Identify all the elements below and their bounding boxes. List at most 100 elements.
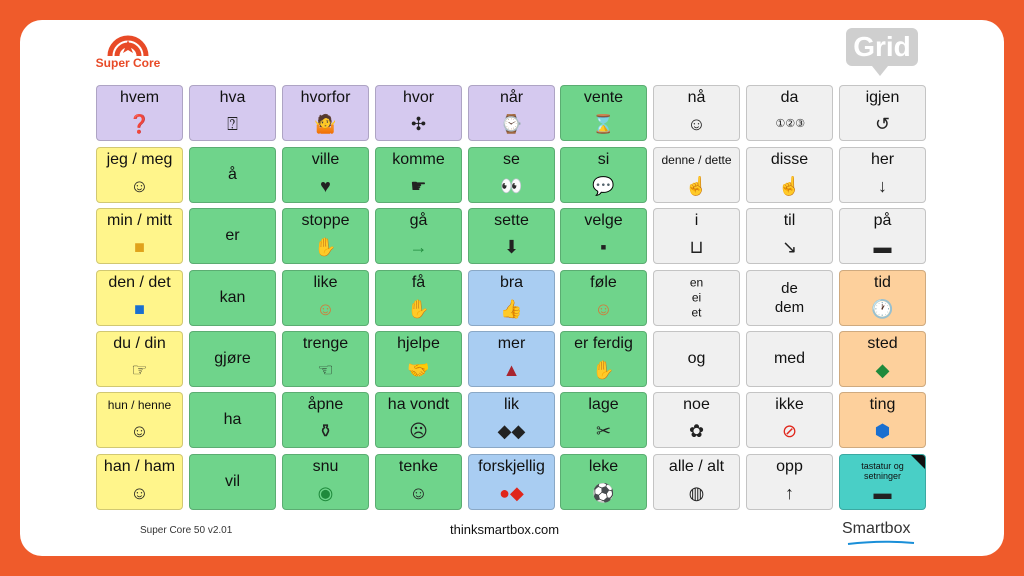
symbol-cell[interactable]: ville ♥: [282, 147, 369, 203]
symbol-cell[interactable]: er ferdig ✋: [560, 331, 647, 387]
symbol-cell[interactable]: hvorfor 🤷: [282, 85, 369, 141]
symbol-cell[interactable]: opp ↑: [746, 454, 833, 510]
cell-label: og: [687, 350, 706, 367]
symbol-cell[interactable]: like ☺: [282, 270, 369, 326]
symbol-cell[interactable]: å: [189, 147, 276, 203]
symbol-cell[interactable]: du / din ☞: [96, 331, 183, 387]
different-shapes-icon: ●◆: [499, 483, 524, 503]
symbol-cell[interactable]: lik ◆◆: [468, 392, 555, 448]
cell-label: føle: [590, 274, 617, 291]
symbol-cell[interactable]: hvor ✣: [375, 85, 462, 141]
symbol-cell[interactable]: den / det ■: [96, 270, 183, 326]
thumbs-up-icon: 👍: [500, 299, 523, 319]
get-hands-icon: ✋: [407, 299, 430, 319]
cell-label: hva: [219, 89, 246, 106]
not-circle-icon: ⊘: [781, 421, 798, 441]
symbol-cell[interactable]: føle ☺: [560, 270, 647, 326]
cell-label: snu: [312, 458, 339, 475]
symbol-cell[interactable]: noe ✿: [653, 392, 740, 448]
symbol-cell[interactable]: sette ⬇: [468, 208, 555, 264]
symbol-cell[interactable]: trenge ☜: [282, 331, 369, 387]
symbol-cell[interactable]: hun / henne ☺: [96, 392, 183, 448]
cell-label: ville: [311, 151, 340, 168]
symbol-cell[interactable]: og: [653, 331, 740, 387]
symbol-cell[interactable]: ha vondt ☹: [375, 392, 462, 448]
symbol-cell[interactable]: vente ⌛: [560, 85, 647, 141]
symbol-cell[interactable]: min / mitt ■: [96, 208, 183, 264]
same-diamonds-icon: ◆◆: [497, 421, 526, 441]
symbol-cell[interactable]: vil: [189, 454, 276, 510]
symbol-cell[interactable]: ikke ⊘: [746, 392, 833, 448]
on-icon: ▬: [873, 237, 892, 257]
cell-label: velge: [584, 212, 623, 229]
turn-circle-icon: ◉: [317, 483, 334, 503]
symbol-cell[interactable]: jeg / meg ☺: [96, 147, 183, 203]
symbol-cell[interactable]: gjøre: [189, 331, 276, 387]
symbol-cell[interactable]: komme ☛: [375, 147, 462, 203]
cell-label: den / det: [108, 274, 171, 291]
symbol-cell[interactable]: de dem: [746, 270, 833, 326]
symbol-cell[interactable]: leke ⚽: [560, 454, 647, 510]
cell-label: min / mitt: [107, 212, 172, 229]
symbol-cell[interactable]: gå →: [375, 208, 462, 264]
symbol-cell[interactable]: denne / dette ☝: [653, 147, 740, 203]
symbol-cell[interactable]: ting ⬢: [839, 392, 926, 448]
grid-badge-tail: [872, 66, 888, 76]
symbol-cell[interactable]: forskjellig ●◆: [468, 454, 555, 510]
cell-label: vil: [224, 473, 241, 490]
symbol-cell[interactable]: en ei et: [653, 270, 740, 326]
cell-label: nå: [687, 89, 706, 106]
symbol-cell[interactable]: bra 👍: [468, 270, 555, 326]
symbol-cell[interactable]: igjen ↺: [839, 85, 926, 141]
cell-label: stoppe: [301, 212, 350, 229]
arrow-up-icon: ↑: [785, 483, 794, 503]
cell-label: trenge: [302, 335, 349, 352]
symbol-cell[interactable]: når ⌚: [468, 85, 555, 141]
symbol-cell[interactable]: sted ◆: [839, 331, 926, 387]
symbol-cell[interactable]: er: [189, 208, 276, 264]
symbol-cell[interactable]: få ✋: [375, 270, 462, 326]
symbol-cell[interactable]: åpne ⚱: [282, 392, 369, 448]
cell-label: hvor: [402, 89, 435, 106]
symbol-cell[interactable]: disse ☝: [746, 147, 833, 203]
cell-label: han / ham: [103, 458, 176, 475]
symbol-cell[interactable]: velge ▪: [560, 208, 647, 264]
symbol-cell[interactable]: da ①②③: [746, 85, 833, 141]
symbol-cell[interactable]: tastatur og setninger ▬: [839, 454, 926, 510]
cell-label: hvem: [119, 89, 160, 106]
waiting-person-icon: ⌛: [592, 114, 615, 134]
symbol-cell[interactable]: hva ⍰: [189, 85, 276, 141]
symbol-cell[interactable]: til ↘: [746, 208, 833, 264]
symbol-cell[interactable]: hjelpe 🤝: [375, 331, 462, 387]
make-icon: ✂: [595, 421, 612, 441]
symbol-cell[interactable]: på ▬: [839, 208, 926, 264]
cell-label: når: [499, 89, 524, 106]
symbol-cell[interactable]: hvem ❓: [96, 85, 183, 141]
symbol-cell[interactable]: mer ▲: [468, 331, 555, 387]
help-hands-icon: 🤝: [407, 360, 430, 380]
cell-label: med: [773, 350, 806, 367]
symbol-cell[interactable]: her ↓: [839, 147, 926, 203]
symbol-cell[interactable]: han / ham ☺: [96, 454, 183, 510]
super-core-logo: Super Core: [88, 22, 168, 80]
cell-label: i: [694, 212, 699, 229]
symbol-cell[interactable]: i ⊔: [653, 208, 740, 264]
symbol-cell[interactable]: nå ☺: [653, 85, 740, 141]
symbol-cell[interactable]: se 👀: [468, 147, 555, 203]
cell-label: sette: [494, 212, 529, 229]
symbol-cell[interactable]: med: [746, 331, 833, 387]
symbol-cell[interactable]: si 💬: [560, 147, 647, 203]
symbol-cell[interactable]: stoppe ✋: [282, 208, 369, 264]
page-link-corner-icon: [911, 455, 925, 469]
symbol-cell[interactable]: snu ◉: [282, 454, 369, 510]
cell-label: disse: [770, 151, 809, 168]
symbol-cell[interactable]: alle / alt ◍: [653, 454, 740, 510]
me-person-icon: ☺: [130, 176, 149, 196]
symbol-cell[interactable]: tid 🕐: [839, 270, 926, 326]
hurt-icon: ☹: [409, 421, 428, 441]
symbol-cell[interactable]: lage ✂: [560, 392, 647, 448]
symbol-cell[interactable]: tenke ☺: [375, 454, 462, 510]
cell-label: å: [228, 166, 237, 183]
symbol-cell[interactable]: kan: [189, 270, 276, 326]
symbol-cell[interactable]: ha: [189, 392, 276, 448]
